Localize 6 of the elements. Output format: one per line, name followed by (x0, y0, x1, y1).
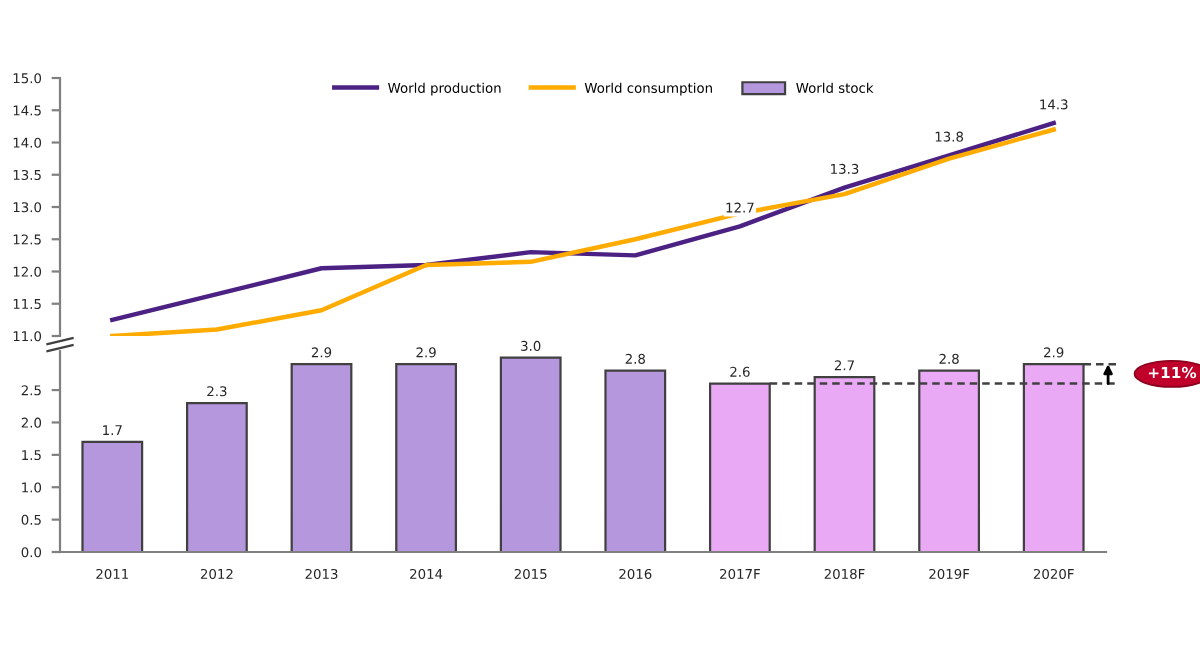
bar (290, 363, 353, 552)
bar (395, 363, 458, 552)
bar (185, 401, 248, 552)
bar (499, 356, 562, 552)
bar (604, 369, 667, 552)
bar (81, 440, 144, 552)
